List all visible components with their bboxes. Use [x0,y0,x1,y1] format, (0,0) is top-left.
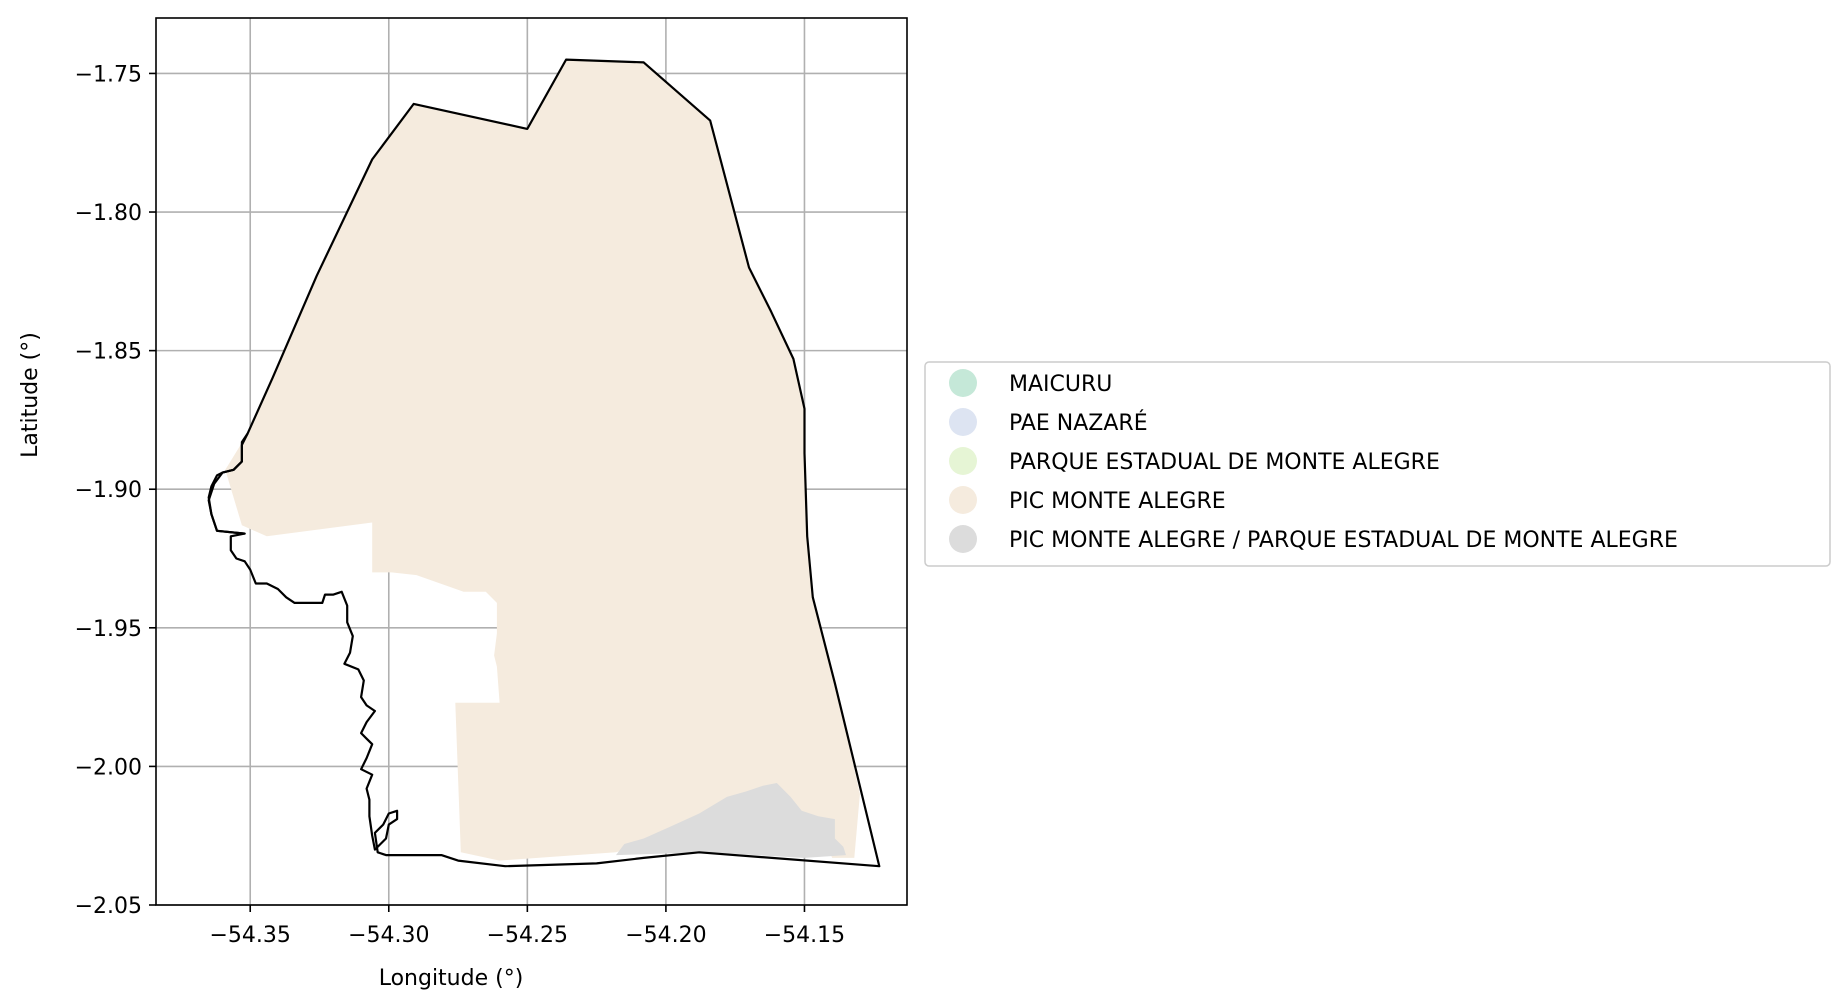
x-axis-title: Longitude (°) [379,966,524,991]
legend-label: MAICURU [1009,372,1112,397]
legend: MAICURU PAE NAZARÉ PARQUE ESTADUAL DE MONT… [924,361,1831,567]
y-tick-label: −1.95 [75,617,142,642]
y-tick-label: −2.00 [75,755,142,780]
y-tick-label: −1.90 [75,478,142,503]
legend-label: PAE NAZARÉ [1009,410,1148,436]
x-tick-label: −54.30 [348,923,429,948]
y-tick-label: −1.85 [75,340,142,365]
municipality-outline [207,58,881,868]
region-1 [616,783,846,858]
y-axis-title: Latitude (°) [18,332,43,458]
y-axis-ticks: −1.75 −1.80 −1.85 −1.90 −1.95 −2.00 −2.05 [75,62,156,919]
legend-marker [949,486,977,514]
y-tick-label: −2.05 [75,894,142,919]
legend-label: PIC MONTE ALEGRE / PARQUE ESTADUAL DE MO… [1009,528,1678,553]
map-regions [225,59,860,861]
x-axis-ticks: −54.35 −54.30 −54.25 −54.20 −54.15 [210,905,845,948]
region-0 [225,59,860,861]
legend-box [924,361,1831,567]
river-bank-line [207,433,249,535]
x-tick-label: −54.35 [210,923,291,948]
legend-items: MAICURU PAE NAZARÉ PARQUE ESTADUAL DE MONT… [949,369,1678,553]
y-tick-label: −1.75 [75,62,142,87]
legend-label: PARQUE ESTADUAL DE MONTE ALEGRE [1009,450,1440,475]
x-tick-label: −54.15 [764,923,845,948]
x-tick-label: −54.20 [625,923,706,948]
boundary-line [207,58,881,868]
y-tick-label: −1.80 [75,201,142,226]
legend-marker [949,408,977,436]
x-tick-label: −54.25 [487,923,568,948]
plot-frame [155,17,908,906]
legend-label: PIC MONTE ALEGRE [1009,489,1226,514]
legend-marker [949,447,977,475]
legend-marker [949,369,977,397]
legend-marker [949,525,977,553]
